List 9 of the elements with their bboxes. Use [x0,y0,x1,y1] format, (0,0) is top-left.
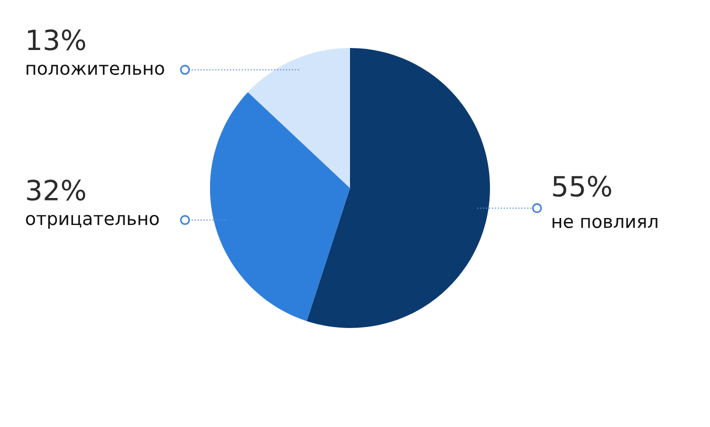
slice-label: положительно [26,64,164,76]
data-label: 13% [28,29,86,50]
pie-slice [210,92,350,322]
slice-label: не повлиял [552,218,658,228]
slice-label: отрицательно [26,214,159,229]
data-label: 32% [27,180,86,201]
pie-slice [248,48,350,188]
data-label: 55% [553,176,612,197]
pie-slice [306,48,490,328]
